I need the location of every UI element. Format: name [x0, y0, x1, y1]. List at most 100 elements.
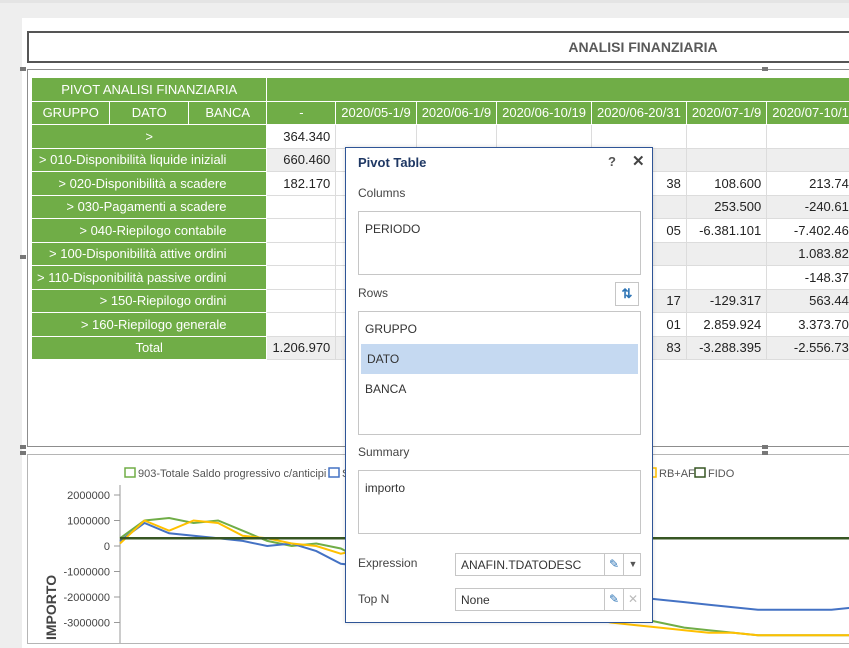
column-header[interactable]: 2020/06-1/9	[416, 101, 496, 125]
row-label[interactable]: > 100-Disponibilità attive ordini	[32, 242, 267, 266]
row-label[interactable]: > 110-Disponibilità passive ordini	[32, 266, 267, 290]
y-tick-label: 0	[104, 541, 110, 553]
table-cell	[767, 148, 849, 172]
expression-label: Expression	[358, 556, 417, 570]
topn-field[interactable]: None ✎ ✕	[455, 588, 641, 611]
report-title-box: ANALISI FINANZIARIA	[27, 31, 849, 63]
table-cell	[336, 125, 416, 149]
sort-arrows-icon: ⇅	[622, 286, 633, 301]
column-header[interactable]: 2020/05-1/9	[336, 101, 416, 125]
legend-label: RB+AF	[659, 468, 695, 480]
column-header[interactable]: 2020/06-20/31	[591, 101, 686, 125]
row-field-gruppo[interactable]: GRUPPO	[32, 101, 110, 125]
dialog-title: Pivot Table	[358, 155, 426, 170]
table-cell	[497, 125, 592, 149]
edit-topn-button[interactable]: ✎	[604, 589, 623, 610]
total-cell: 1.206.970	[267, 336, 336, 360]
columns-label: Columns	[358, 186, 405, 200]
table-cell	[267, 313, 336, 337]
total-label: Total	[32, 336, 267, 360]
row-label[interactable]: > 020-Disponibilità a scadere	[32, 172, 267, 196]
expression-field[interactable]: ANAFIN.TDATODESC ✎ ▼	[455, 553, 641, 576]
table-cell: 182.170	[267, 172, 336, 196]
rows-item-dato[interactable]: DATO	[361, 344, 638, 374]
table-cell: 2.859.924	[686, 313, 766, 337]
table-cell: 213.744	[767, 172, 849, 196]
y-axis-label: IMPORTO	[43, 575, 59, 640]
help-button[interactable]: ?	[608, 154, 616, 169]
rows-list[interactable]: GRUPPO DATO BANCA	[358, 311, 641, 435]
table-row: >364.340	[32, 125, 849, 149]
row-label[interactable]: > 040-Riepilogo contabile	[32, 219, 267, 243]
chart-handle-tl[interactable]	[20, 451, 26, 455]
rows-item-banca[interactable]: BANCA	[359, 374, 640, 404]
y-tick-label: 1000000	[67, 516, 110, 528]
table-cell	[686, 242, 766, 266]
column-header[interactable]: -	[267, 101, 336, 125]
pencil-icon: ✎	[609, 592, 619, 606]
row-label[interactable]: > 160-Riepilogo generale	[32, 313, 267, 337]
chart-handle-tc[interactable]	[762, 451, 768, 455]
y-tick-label: 2000000	[67, 490, 110, 502]
table-cell	[267, 242, 336, 266]
sort-order-button[interactable]: ⇅	[615, 282, 639, 306]
summary-label: Summary	[358, 445, 409, 459]
columns-item-periodo[interactable]: PERIODO	[359, 214, 640, 244]
table-cell	[267, 289, 336, 313]
report-title: ANALISI FINANZIARIA	[568, 39, 717, 55]
column-header[interactable]: 2020/07-10/19	[767, 101, 849, 125]
topn-value: None	[461, 593, 490, 607]
summary-item-importo[interactable]: importo	[359, 473, 640, 503]
table-cell: 1.083.823	[767, 242, 849, 266]
table-cell: 108.600	[686, 172, 766, 196]
clear-icon: ✕	[628, 592, 638, 606]
table-cell: 660.460	[267, 148, 336, 172]
expression-dropdown-button[interactable]: ▼	[623, 554, 642, 575]
chevron-down-icon: ▼	[629, 559, 638, 569]
total-cell: -3.288.395	[686, 336, 766, 360]
summary-list[interactable]: importo	[358, 470, 641, 534]
row-label[interactable]: > 010-Disponibilità liquide iniziali	[32, 148, 267, 172]
resize-handle-tl[interactable]	[20, 67, 26, 71]
row-label[interactable]: > 150-Riepilogo ordini	[32, 289, 267, 313]
close-button[interactable]: ✕	[632, 152, 645, 170]
table-cell	[267, 266, 336, 290]
pivot-header-label: PIVOT ANALISI FINANZIARIA	[32, 78, 267, 102]
resize-handle-ml[interactable]	[20, 255, 26, 259]
resize-handle-bl[interactable]	[20, 445, 26, 449]
table-cell	[686, 125, 766, 149]
column-header[interactable]: 2020/07-1/9	[686, 101, 766, 125]
table-cell: -6.381.101	[686, 219, 766, 243]
row-label[interactable]: >	[32, 125, 267, 149]
topn-label: Top N	[358, 592, 389, 606]
pivot-right-header: PE	[267, 78, 849, 102]
table-cell	[591, 125, 686, 149]
table-cell: -129.317	[686, 289, 766, 313]
top-strip	[0, 0, 849, 3]
resize-handle-tc[interactable]	[762, 67, 768, 71]
y-tick-label: -3000000	[64, 618, 111, 630]
table-cell	[686, 148, 766, 172]
clear-topn-button[interactable]: ✕	[623, 589, 642, 610]
legend-swatch	[695, 468, 705, 477]
resize-handle-bc[interactable]	[762, 445, 768, 449]
legend-swatch	[329, 468, 339, 477]
y-tick-label: -1000000	[64, 567, 111, 579]
row-field-dato[interactable]: DATO	[110, 101, 188, 125]
rows-item-gruppo[interactable]: GRUPPO	[359, 314, 640, 344]
table-cell	[416, 125, 496, 149]
table-cell	[267, 219, 336, 243]
total-cell: -2.556.737	[767, 336, 849, 360]
table-cell: -7.402.469	[767, 219, 849, 243]
row-field-banca[interactable]: BANCA	[188, 101, 266, 125]
table-cell: 364.340	[267, 125, 336, 149]
columns-list[interactable]: PERIODO	[358, 211, 641, 275]
legend-label: FIDO	[708, 468, 735, 480]
pivot-table-dialog: Pivot Table ? ✕ Columns PERIODO Rows ⇅ G…	[345, 147, 653, 623]
edit-expression-button[interactable]: ✎	[604, 554, 623, 575]
table-cell	[686, 266, 766, 290]
y-tick-label: -2000000	[64, 592, 111, 604]
table-cell	[267, 195, 336, 219]
row-label[interactable]: > 030-Pagamenti a scadere	[32, 195, 267, 219]
column-header[interactable]: 2020/06-10/19	[497, 101, 592, 125]
